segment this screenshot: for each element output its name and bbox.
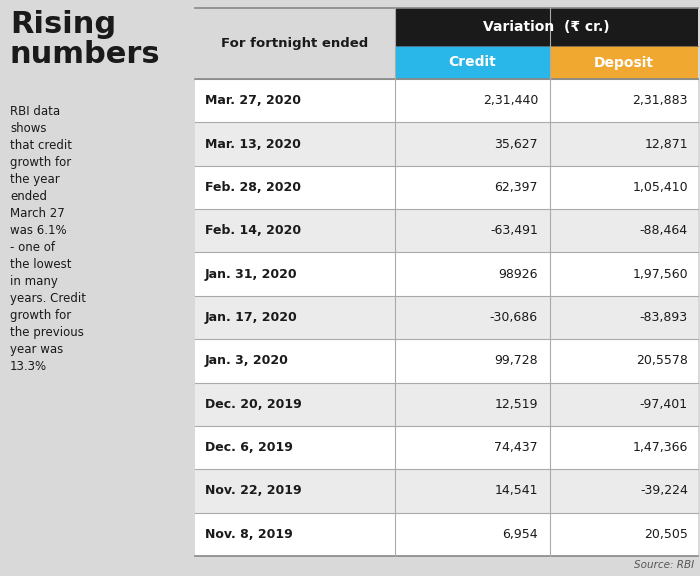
Text: 14,541: 14,541 [494, 484, 538, 498]
Text: 2,31,883: 2,31,883 [633, 94, 688, 107]
Text: -97,401: -97,401 [640, 397, 688, 411]
Text: -39,224: -39,224 [640, 484, 688, 498]
Text: Nov. 8, 2019: Nov. 8, 2019 [205, 528, 293, 541]
Text: Credit: Credit [449, 55, 496, 70]
Text: 12,519: 12,519 [494, 397, 538, 411]
Text: For fortnight ended: For fortnight ended [221, 37, 369, 50]
Text: Feb. 28, 2020: Feb. 28, 2020 [205, 181, 301, 194]
Bar [195, 382, 698, 426]
Bar [195, 252, 698, 296]
Text: 98926: 98926 [498, 268, 538, 281]
Text: -88,464: -88,464 [640, 224, 688, 237]
Bar [195, 209, 698, 252]
Bar [0, 0, 195, 576]
Bar [195, 122, 698, 166]
Text: 35,627: 35,627 [494, 138, 538, 150]
Text: 2,31,440: 2,31,440 [482, 94, 538, 107]
Bar [195, 79, 698, 122]
Bar [195, 339, 698, 382]
Text: 74,437: 74,437 [494, 441, 538, 454]
Bar [195, 426, 698, 469]
Text: Jan. 3, 2020: Jan. 3, 2020 [205, 354, 289, 367]
Text: RBI data
shows
that credit
growth for
the year
ended
March 27
was 6.1%
- one of
: RBI data shows that credit growth for th… [10, 105, 86, 373]
Text: Jan. 17, 2020: Jan. 17, 2020 [205, 311, 298, 324]
Text: Source: RBI: Source: RBI [634, 560, 694, 570]
Text: Dec. 6, 2019: Dec. 6, 2019 [205, 441, 293, 454]
Text: 1,47,366: 1,47,366 [633, 441, 688, 454]
Text: Feb. 14, 2020: Feb. 14, 2020 [205, 224, 301, 237]
Text: 1,97,560: 1,97,560 [632, 268, 688, 281]
Text: 1,05,410: 1,05,410 [632, 181, 688, 194]
Text: Variation  (₹ cr.): Variation (₹ cr.) [483, 20, 610, 34]
Bar [195, 513, 698, 556]
Text: Dec. 20, 2019: Dec. 20, 2019 [205, 397, 302, 411]
Text: 6,954: 6,954 [503, 528, 538, 541]
Text: 99,728: 99,728 [494, 354, 538, 367]
Text: Jan. 31, 2020: Jan. 31, 2020 [205, 268, 298, 281]
Text: -30,686: -30,686 [490, 311, 538, 324]
Bar [195, 8, 395, 79]
Bar [395, 46, 550, 79]
Text: -83,893: -83,893 [640, 311, 688, 324]
Text: Mar. 27, 2020: Mar. 27, 2020 [205, 94, 301, 107]
Text: 20,5578: 20,5578 [636, 354, 688, 367]
Text: Nov. 22, 2019: Nov. 22, 2019 [205, 484, 302, 498]
Bar [195, 296, 698, 339]
Bar [395, 8, 698, 46]
Text: Rising
numbers: Rising numbers [10, 10, 160, 69]
Text: 62,397: 62,397 [494, 181, 538, 194]
Bar [195, 469, 698, 513]
Text: 12,871: 12,871 [645, 138, 688, 150]
Text: -63,491: -63,491 [490, 224, 538, 237]
Text: Deposit: Deposit [594, 55, 654, 70]
Bar [550, 46, 698, 79]
Text: Mar. 13, 2020: Mar. 13, 2020 [205, 138, 301, 150]
Bar [195, 8, 698, 556]
Bar [195, 166, 698, 209]
Text: 20,505: 20,505 [644, 528, 688, 541]
